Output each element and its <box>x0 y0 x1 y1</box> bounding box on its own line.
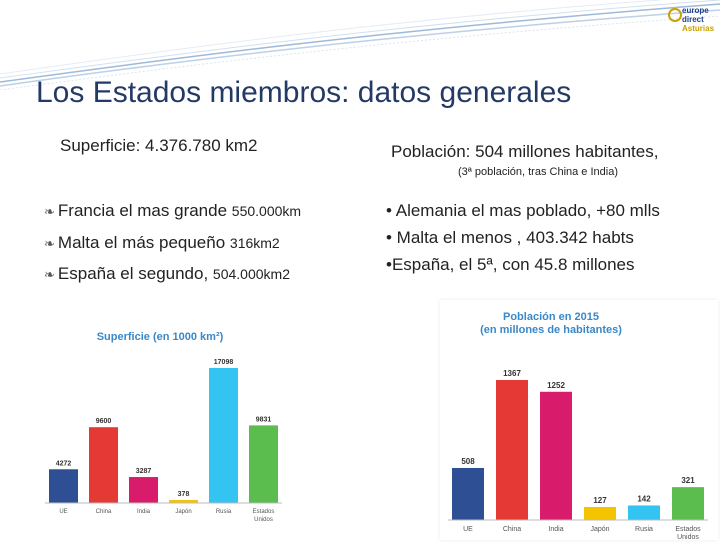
category-label: Estados <box>675 526 701 533</box>
bullet-francia: ❧ Francia el mas grande 550.000km <box>44 201 301 221</box>
bullet-text: España el segundo, <box>57 264 213 283</box>
surface-chart: Superficie (en 1000 km²) 4272 UE 9600 China 3… <box>38 316 328 526</box>
surface-heading: Superficie: 4.376.780 km2 <box>60 136 258 155</box>
value-label: 508 <box>461 457 475 466</box>
bar-india <box>540 391 572 520</box>
chart-title: (en millones de habitantes) <box>480 324 622 336</box>
value-label: 9600 <box>96 418 112 425</box>
category-label: Unidos <box>254 517 273 523</box>
logo-line-1: europe <box>682 6 709 15</box>
value-label: 17098 <box>214 359 234 366</box>
chart-title: Población en 2015 <box>503 311 599 323</box>
value-label: 378 <box>178 491 190 498</box>
bar-rusia <box>628 505 660 520</box>
category-label: Unidos <box>677 534 699 540</box>
value-label: 1252 <box>547 381 565 390</box>
chart-title: Superficie (en 1000 km²) <box>97 331 224 343</box>
category-label: India <box>137 509 151 515</box>
bar-ue <box>452 467 484 520</box>
bullet-espana: ❧ España el segundo, 504.000km2 <box>44 264 290 284</box>
category-label: China <box>96 509 112 515</box>
bullet-marker-icon: ❧ <box>44 204 55 219</box>
value-label: 127 <box>593 496 607 505</box>
bullet-text: Malta el más pequeño <box>57 233 230 252</box>
header-swoosh <box>0 0 720 90</box>
bar-china <box>89 427 118 503</box>
bullet-alemania: • Alemania el mas poblado, +80 mlls <box>386 201 660 220</box>
bullet-marker-icon: ❧ <box>44 236 55 251</box>
category-label: Rusia <box>635 526 653 533</box>
bullet-malta: ❧ Malta el más pequeño 316km2 <box>44 233 280 253</box>
value-label: 4272 <box>56 460 72 467</box>
population-chart: Población en 2015 (en millones de habitan… <box>440 300 718 541</box>
bar-japón <box>169 500 198 503</box>
stars-ring-icon <box>668 8 682 22</box>
bar-rusia <box>209 368 238 503</box>
slide-title: Los Estados miembros: datos generales <box>36 76 572 109</box>
value-label: 9831 <box>256 416 272 423</box>
category-label: Rusia <box>216 509 232 515</box>
population-heading: Población: 504 millones habitantes, <box>391 142 659 161</box>
value-label: 321 <box>681 476 695 485</box>
bar-ue <box>49 469 78 503</box>
category-label: China <box>503 526 521 533</box>
logo-line-3: Asturias <box>682 24 715 33</box>
category-label: India <box>548 526 563 533</box>
bullet-malta-pop: • Malta el menos , 403.342 habts <box>386 228 634 247</box>
population-note: (3ª población, tras China e India) <box>458 166 618 178</box>
value-label: 142 <box>637 494 651 503</box>
bar-china <box>496 380 528 520</box>
value-label: 1367 <box>503 369 521 378</box>
bullet-text: Francia el mas grande <box>57 201 232 220</box>
bullet-number: 504.000km2 <box>212 266 290 282</box>
logo-line-2: direct <box>682 15 704 24</box>
surface-chart-svg: Superficie (en 1000 km²) 4272 UE 9600 China 3… <box>45 331 282 523</box>
bullet-marker-icon: ❧ <box>44 267 55 282</box>
bullet-number: 550.000km <box>231 203 302 219</box>
category-label: UE <box>59 509 67 515</box>
category-label: Japón <box>175 509 191 515</box>
category-label: UE <box>463 526 473 533</box>
bullet-espana-pop: •España, el 5ª, con 45.8 millones <box>386 255 635 274</box>
category-label: Estados <box>253 509 275 515</box>
europe-direct-logo: europe direct Asturias <box>668 2 718 42</box>
bar-india <box>129 477 158 503</box>
category-label: Japón <box>590 526 609 533</box>
bar-estados-unidos <box>672 487 704 520</box>
bar-estados-unidos <box>249 425 278 503</box>
bar-japón <box>584 506 616 520</box>
value-label: 3287 <box>136 468 152 475</box>
population-chart-svg: Población en 2015(en millones de habitan… <box>448 311 708 541</box>
bullet-number: 316km2 <box>229 235 280 251</box>
